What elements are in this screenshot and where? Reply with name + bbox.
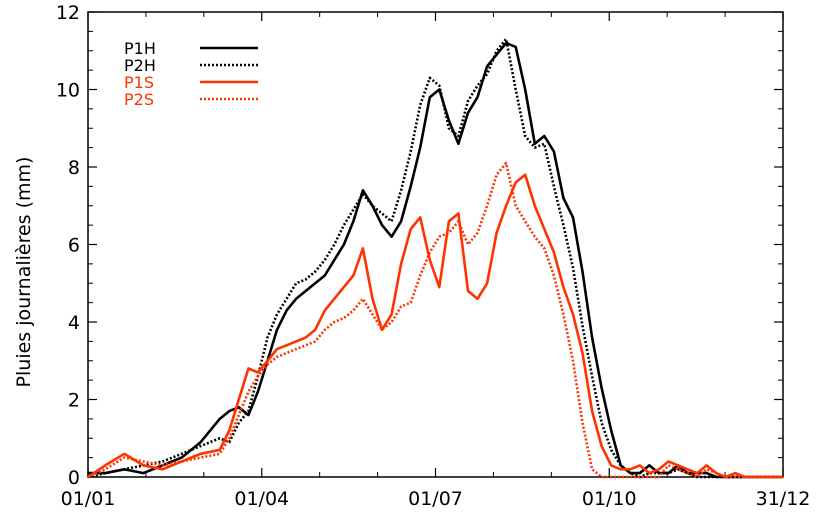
x-tick-label: 01/10 xyxy=(582,488,637,510)
plot-area: 0 2 4 6 8 10 12 01/01 01/04 01/07 01/10 31/12 P1HP2H… xyxy=(56,2,811,510)
y-axis-title: Pluies journalières (mm) xyxy=(13,157,35,388)
y-tick-label: 8 xyxy=(68,157,80,179)
x-tick-label: 01/01 xyxy=(61,488,116,510)
legend-label-p1s: P1S xyxy=(124,73,154,92)
x-tick-label: 01/07 xyxy=(408,488,463,510)
y-tick-label: 0 xyxy=(68,467,80,489)
y-tick-label: 12 xyxy=(56,2,80,24)
legend-label-p2h: P2H xyxy=(124,56,156,75)
series-line-p1s xyxy=(87,173,783,479)
plot-frame xyxy=(87,11,784,478)
y-tick-label: 4 xyxy=(68,312,80,334)
legend-label-p1h: P1H xyxy=(124,39,156,58)
series-line-p2s xyxy=(87,161,783,479)
y-tick-label: 2 xyxy=(68,390,80,412)
x-tick-label: 31/12 xyxy=(756,488,811,510)
x-tick-label: 01/04 xyxy=(234,488,289,510)
series-line-p1h xyxy=(88,41,783,479)
legend-label-p2s: P2S xyxy=(124,90,154,109)
y-tick-label: 10 xyxy=(56,80,80,102)
series-line-p2h xyxy=(87,37,783,479)
y-tick-label: 6 xyxy=(68,235,80,257)
